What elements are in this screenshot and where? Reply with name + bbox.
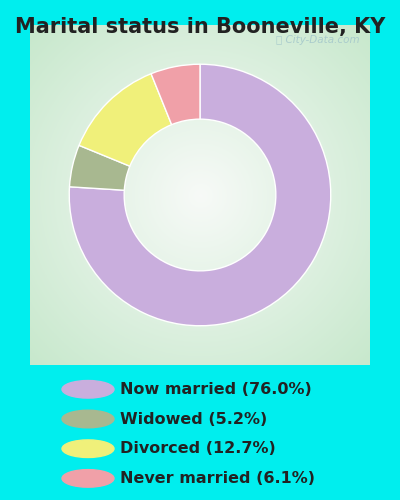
Text: Marital status in Booneville, KY: Marital status in Booneville, KY <box>15 18 385 38</box>
Text: Divorced (12.7%): Divorced (12.7%) <box>120 441 276 456</box>
Text: Widowed (5.2%): Widowed (5.2%) <box>120 412 267 426</box>
Wedge shape <box>79 74 172 166</box>
Wedge shape <box>70 146 130 190</box>
Text: Never married (6.1%): Never married (6.1%) <box>120 471 315 486</box>
Text: ⓘ City-Data.com: ⓘ City-Data.com <box>276 35 360 45</box>
Circle shape <box>62 440 114 458</box>
Wedge shape <box>69 64 331 326</box>
Wedge shape <box>151 64 200 124</box>
Circle shape <box>62 380 114 398</box>
Circle shape <box>62 410 114 428</box>
Circle shape <box>62 470 114 487</box>
Text: Now married (76.0%): Now married (76.0%) <box>120 382 312 397</box>
